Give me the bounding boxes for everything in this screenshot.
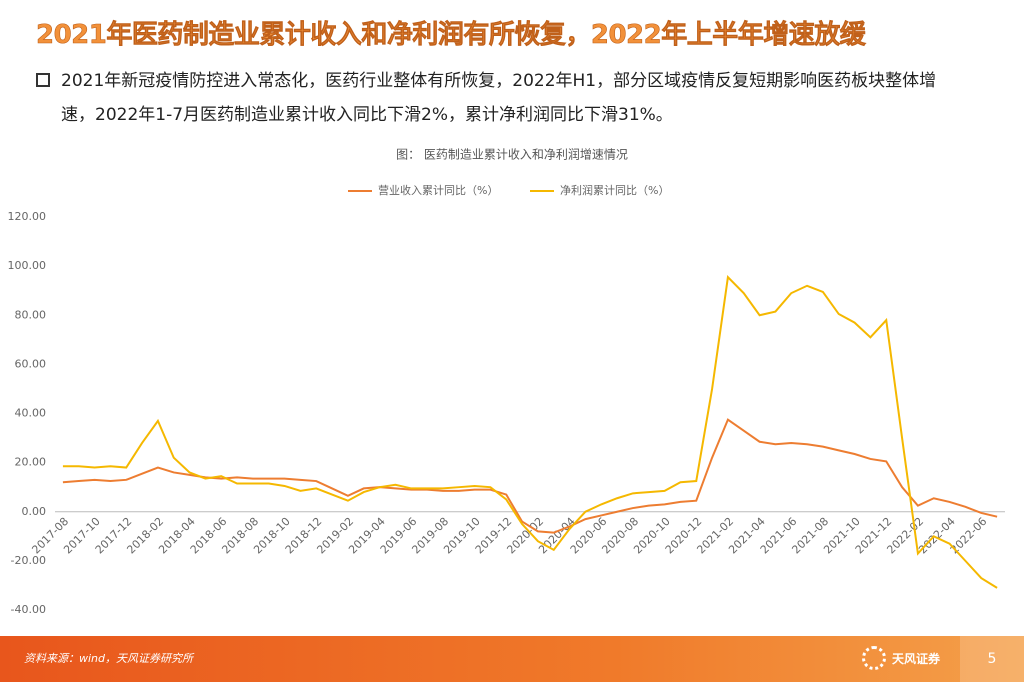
page-number: 5 (960, 636, 1024, 682)
bullet-text: 2021年新冠疫情防控进入常态化，医药行业整体有所恢复，2022年H1，部分区域… (61, 71, 937, 125)
source-note: 资料来源：wind，天风证券研究所 (24, 652, 194, 665)
y-tick-label: -40.00 (11, 603, 46, 616)
series-line (62, 275, 998, 589)
y-tick-label: 120.00 (8, 210, 47, 223)
legend-label: 营业收入累计同比（%） (378, 183, 498, 197)
legend-label: 净利润累计同比（%） (560, 183, 669, 197)
y-tick-label: 40.00 (15, 407, 47, 420)
y-tick-label: 60.00 (15, 357, 47, 370)
logo-icon (862, 646, 886, 670)
bullet-icon (36, 73, 50, 87)
series-line (62, 418, 998, 534)
chart: 图： 医药制造业累计收入和净利润增速情况 -40.00 -20.00 0.00 20.… (8, 148, 1005, 616)
y-tick-label: 100.00 (8, 259, 47, 272)
logo-text: 天风证券 (892, 652, 941, 666)
chart-title: 图： 医药制造业累计收入和净利润增速情况 (396, 148, 628, 162)
slide-title: 2021年医药制造业累计收入和净利润有所恢复，2022年上半年增速放缓 (36, 20, 866, 51)
y-tick-label: 20.00 (15, 456, 47, 469)
footer-band (0, 636, 1024, 682)
y-tick-label: 0.00 (22, 505, 47, 518)
y-tick-label: 80.00 (15, 308, 47, 321)
y-tick-label: -20.00 (11, 554, 46, 567)
